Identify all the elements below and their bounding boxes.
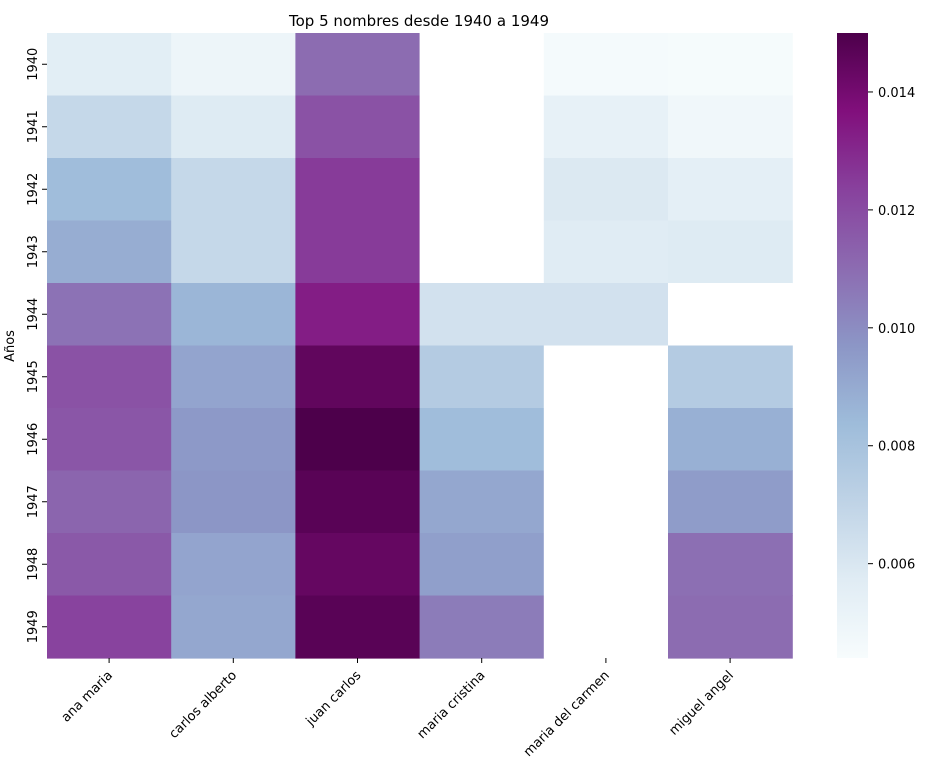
x-tick-label: miguel angel — [667, 668, 737, 738]
colorbar: 0.006 0.008 0.010 0.012 0.014 — [837, 33, 915, 658]
heatmap-cell — [543, 95, 669, 159]
heatmap-cell — [171, 408, 296, 472]
heatmap-cell — [419, 470, 545, 534]
heatmap-cell — [543, 470, 669, 534]
heatmap-cell — [171, 33, 296, 97]
y-tick-label: 1943 — [26, 235, 41, 268]
heatmap-cell — [668, 220, 793, 284]
heatmap-cell — [47, 95, 172, 159]
heatmap-cell — [171, 95, 296, 159]
x-axis: ana maria carlos alberto juan carlos maria … — [59, 658, 737, 760]
heatmap-cell — [47, 533, 172, 597]
heatmap-cells — [47, 33, 793, 659]
colorbar-tick-label: 0.006 — [878, 558, 915, 573]
heatmap-cell — [543, 533, 669, 597]
heatmap-cell — [171, 158, 296, 222]
heatmap-cell — [543, 283, 669, 347]
x-tick-label: juan carlos — [303, 668, 365, 730]
heatmap-cell — [295, 595, 421, 659]
heatmap-cell — [295, 220, 421, 284]
x-tick-label: maria cristina — [415, 668, 489, 742]
heatmap-cell — [668, 408, 793, 472]
y-tick-label: 1948 — [26, 548, 41, 581]
heatmap-cell — [171, 595, 296, 659]
x-tick-label: carlos alberto — [166, 668, 240, 742]
heatmap-cell — [419, 595, 545, 659]
heatmap-cell — [668, 158, 793, 222]
heatmap-cell — [295, 345, 421, 409]
heatmap-cell — [171, 283, 296, 347]
heatmap-cell — [295, 533, 421, 597]
y-tick-label: 1947 — [26, 485, 41, 518]
heatmap-cell — [419, 345, 545, 409]
heatmap-cell — [47, 470, 172, 534]
heatmap-cell — [668, 95, 793, 159]
heatmap-cell — [668, 283, 793, 347]
y-tick-label: 1946 — [26, 423, 41, 456]
y-tick-label: 1945 — [26, 360, 41, 393]
heatmap-cell — [419, 533, 545, 597]
heatmap-cell — [295, 283, 421, 347]
heatmap-cell — [171, 533, 296, 597]
heatmap-cell — [295, 408, 421, 472]
colorbar-tick-label: 0.012 — [878, 204, 915, 219]
heatmap-cell — [47, 283, 172, 347]
heatmap-cell — [47, 408, 172, 472]
heatmap-cell — [419, 95, 545, 159]
heatmap-cell — [543, 345, 669, 409]
colorbar-tick-label: 0.010 — [878, 322, 915, 337]
heatmap-cell — [543, 33, 669, 97]
heatmap-cell — [668, 533, 793, 597]
colorbar-tick-label: 0.008 — [878, 440, 915, 455]
y-tick-label: 1940 — [26, 48, 41, 81]
heatmap-cell — [543, 220, 669, 284]
y-axis-label: Años — [3, 330, 18, 362]
heatmap-cell — [419, 408, 545, 472]
heatmap-cell — [543, 408, 669, 472]
heatmap-cell — [668, 345, 793, 409]
heatmap-cell — [295, 158, 421, 222]
heatmap-cell — [419, 33, 545, 97]
heatmap-cell — [47, 345, 172, 409]
y-tick-label: 1944 — [26, 298, 41, 331]
heatmap-cell — [419, 283, 545, 347]
y-axis: 1940 1941 1942 1943 1944 1945 1946 1947 1948 1949 — [26, 48, 47, 643]
x-tick-label: maria del carmen — [521, 668, 613, 760]
heatmap-cell — [668, 595, 793, 659]
y-tick-label: 1942 — [26, 173, 41, 206]
heatmap-cell — [171, 220, 296, 284]
heatmap-cell — [668, 470, 793, 534]
heatmap-cell — [171, 345, 296, 409]
heatmap-cell — [171, 470, 296, 534]
heatmap-cell — [47, 220, 172, 284]
colorbar-tick-label: 0.014 — [878, 86, 915, 101]
y-tick-label: 1941 — [26, 110, 41, 143]
heatmap-cell — [543, 158, 669, 222]
heatmap-cell — [295, 33, 421, 97]
x-tick-label: ana maria — [59, 668, 116, 725]
y-tick-label: 1949 — [26, 610, 41, 643]
heatmap-cell — [668, 33, 793, 97]
colorbar-gradient — [837, 33, 868, 658]
heatmap-cell — [47, 33, 172, 97]
heatmap-cell — [47, 595, 172, 659]
heatmap-cell — [543, 595, 669, 659]
heatmap-cell — [295, 470, 421, 534]
heatmap-cell — [295, 95, 421, 159]
heatmap-cell — [419, 158, 545, 222]
chart-title: Top 5 nombres desde 1940 a 1949 — [288, 12, 549, 30]
heatmap-cell — [419, 220, 545, 284]
heatmap-cell — [47, 158, 172, 222]
